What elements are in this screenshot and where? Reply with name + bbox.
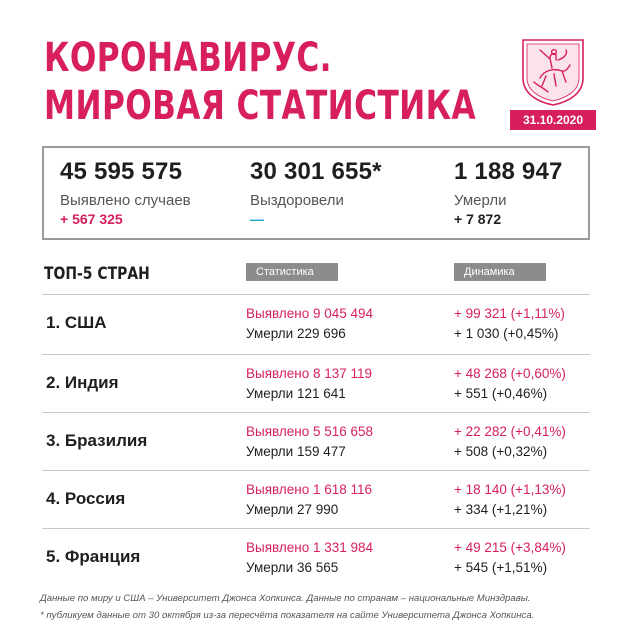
country-row-russia: 4. Россия Выявлено 1 618 116 Умерли 27 9… bbox=[42, 472, 590, 530]
country-row-france: 5. Франция Выявлено 1 331 984 Умерли 36 … bbox=[42, 530, 590, 588]
world-deaths-stat: 1 188 947 Умерли + 7 872 bbox=[454, 158, 563, 227]
row-divider bbox=[42, 412, 590, 413]
country-name: 3. Бразилия bbox=[46, 431, 148, 450]
world-cases-label: Выявлено случаев bbox=[60, 192, 191, 209]
title-line-2: МИРОВАЯ СТАТИСТИКА bbox=[44, 83, 477, 129]
page-title: КОРОНАВИРУС. МИРОВАЯ СТАТИСТИКА bbox=[44, 34, 476, 130]
row-divider bbox=[42, 294, 590, 295]
country-deaths-delta: + 334 (+1,21%) bbox=[454, 502, 548, 517]
country-deaths: Умерли 159 477 bbox=[246, 444, 346, 459]
country-deaths-delta: + 551 (+0,46%) bbox=[454, 386, 548, 401]
country-cases-delta: + 48 268 (+0,60%) bbox=[454, 366, 566, 381]
footnote-sources: Данные по миру и США – Университет Джонс… bbox=[40, 593, 531, 604]
world-statistics-panel: 45 595 575 Выявлено случаев + 567 325 30… bbox=[42, 146, 590, 240]
world-deaths-label: Умерли bbox=[454, 192, 507, 209]
row-divider bbox=[42, 470, 590, 471]
country-name: 2. Индия bbox=[46, 373, 119, 392]
world-recovered-stat: 30 301 655* Выздоровели — bbox=[250, 158, 382, 227]
country-deaths-delta: + 1 030 (+0,45%) bbox=[454, 326, 559, 341]
world-recovered-delta: — bbox=[250, 211, 264, 227]
country-name: 5. Франция bbox=[46, 547, 141, 566]
country-cases: Выявлено 9 045 494 bbox=[246, 306, 374, 321]
footnotes: Данные по миру и США – Университет Джонс… bbox=[40, 590, 534, 624]
country-cases-delta: + 49 215 (+3,84%) bbox=[454, 540, 566, 555]
world-recovered-label: Выздоровели bbox=[250, 192, 344, 209]
footnote-asterisk: * публикуем данные от 30 октября из-за п… bbox=[40, 610, 535, 621]
country-deaths: Умерли 229 696 bbox=[246, 326, 346, 341]
row-divider bbox=[42, 354, 590, 355]
world-deaths-value: 1 188 947 bbox=[454, 158, 563, 185]
country-deaths-delta: + 508 (+0,32%) bbox=[454, 444, 548, 459]
country-row-usa: 1. США Выявлено 9 045 494 Умерли 229 696… bbox=[42, 296, 590, 354]
country-name: 4. Россия bbox=[46, 489, 126, 508]
world-cases-stat: 45 595 575 Выявлено случаев + 567 325 bbox=[60, 158, 191, 227]
title-line-1: КОРОНАВИРУС. bbox=[44, 35, 332, 81]
row-divider bbox=[42, 528, 590, 529]
country-cases: Выявлено 1 618 116 bbox=[246, 482, 373, 497]
country-deaths: Умерли 36 565 bbox=[246, 560, 339, 575]
country-cases-delta: + 18 140 (+1,13%) bbox=[454, 482, 566, 497]
country-row-brazil: 3. Бразилия Выявлено 5 516 658 Умерли 15… bbox=[42, 414, 590, 472]
country-name: 1. США bbox=[46, 313, 107, 332]
country-row-india: 2. Индия Выявлено 8 137 119 Умерли 121 6… bbox=[42, 356, 590, 414]
country-deaths-delta: + 545 (+1,51%) bbox=[454, 560, 548, 575]
world-recovered-value: 30 301 655* bbox=[250, 158, 382, 185]
country-cases-delta: + 22 282 (+0,41%) bbox=[454, 424, 566, 439]
country-cases: Выявлено 5 516 658 bbox=[246, 424, 374, 439]
country-deaths: Умерли 27 990 bbox=[246, 502, 339, 517]
moscow-coat-of-arms-icon bbox=[522, 39, 584, 106]
world-deaths-delta: + 7 872 bbox=[454, 211, 502, 227]
column-badge-statistics: Статистика bbox=[246, 263, 338, 281]
top5-title: ТОП-5 СТРАН bbox=[44, 264, 150, 284]
country-cases: Выявлено 1 331 984 bbox=[246, 540, 374, 555]
date-badge: 31.10.2020 bbox=[510, 110, 596, 130]
country-deaths: Умерли 121 641 bbox=[246, 386, 346, 401]
world-cases-delta: + 567 325 bbox=[60, 211, 123, 227]
country-cases: Выявлено 8 137 119 bbox=[246, 366, 373, 381]
column-badge-dynamics: Динамика bbox=[454, 263, 546, 281]
world-cases-value: 45 595 575 bbox=[60, 158, 183, 185]
country-cases-delta: + 99 321 (+1,11%) bbox=[454, 306, 565, 321]
